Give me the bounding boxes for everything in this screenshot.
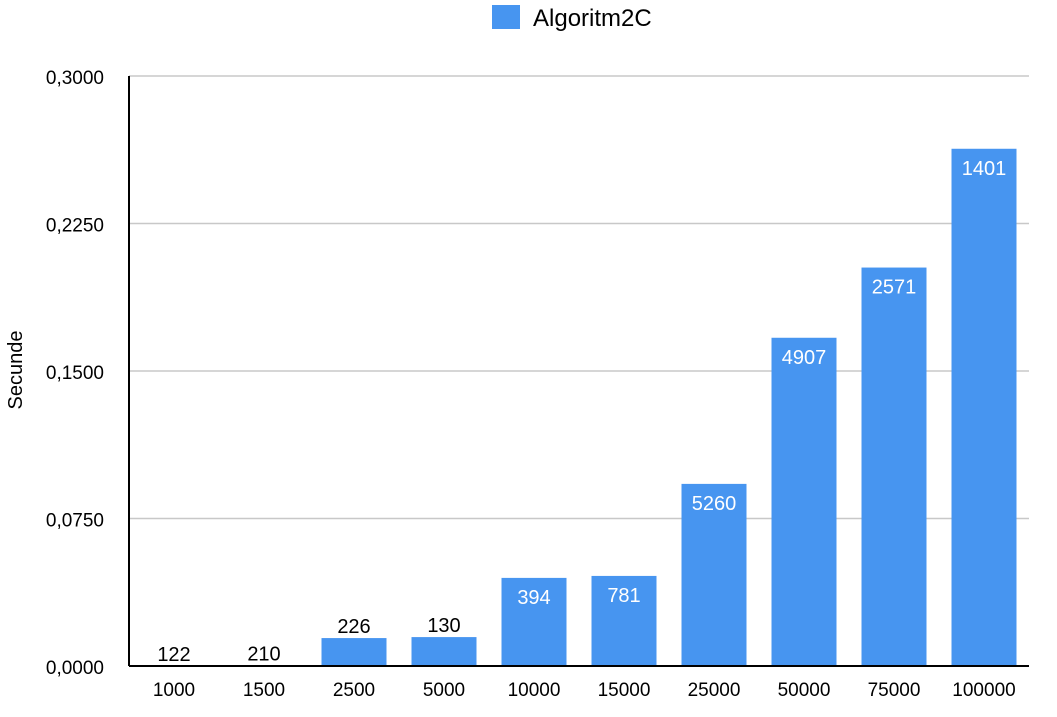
- x-tick-label: 10000: [508, 680, 561, 701]
- y-tick-label: 0,0750: [46, 511, 104, 532]
- data-label: 210: [247, 644, 280, 666]
- x-tick-label: 50000: [778, 680, 831, 701]
- data-label: 5260: [692, 493, 737, 515]
- bar-15000[interactable]: [591, 575, 657, 666]
- x-tick-label: 1500: [243, 680, 285, 701]
- bar-100000[interactable]: [951, 148, 1017, 666]
- bar-2500[interactable]: [321, 638, 387, 666]
- bars: [141, 148, 1017, 667]
- data-label: 122: [157, 644, 190, 666]
- data-label: 130: [427, 615, 460, 637]
- x-tick-label: 25000: [688, 680, 741, 701]
- bar-75000[interactable]: [861, 267, 927, 666]
- labels: 0,0000 0,0750 0,1500 0,2250 0,3000 122 1000 210…: [46, 68, 1016, 701]
- axes: [128, 76, 1029, 667]
- y-tick-label: 0,3000: [46, 68, 104, 89]
- x-tick-label: 15000: [598, 680, 651, 701]
- y-axis-title: Secunde: [5, 331, 27, 410]
- x-tick-label: 1000: [153, 680, 195, 701]
- y-tick-label: 0,1500: [46, 363, 104, 384]
- x-tick-label: 100000: [952, 680, 1015, 701]
- legend-label: Algoritm2C: [533, 5, 652, 32]
- legend-swatch: [492, 5, 520, 29]
- data-label: 226: [337, 616, 370, 638]
- data-label: 394: [517, 587, 550, 609]
- x-tick-label: 75000: [868, 680, 921, 701]
- data-label: 1401: [962, 158, 1007, 180]
- data-label: 2571: [872, 277, 917, 299]
- data-label: 781: [607, 585, 640, 607]
- y-tick-label: 0,2250: [46, 216, 104, 237]
- y-tick-label: 0,0000: [46, 658, 104, 679]
- data-label: 4907: [782, 347, 827, 369]
- bar-10000[interactable]: [501, 577, 567, 666]
- x-tick-label: 5000: [423, 680, 465, 701]
- bar-25000[interactable]: [681, 483, 747, 666]
- x-tick-label: 2500: [333, 680, 375, 701]
- bar-5000[interactable]: [411, 637, 477, 666]
- legend[interactable]: Algoritm2C: [492, 5, 652, 32]
- bar-50000[interactable]: [771, 337, 837, 666]
